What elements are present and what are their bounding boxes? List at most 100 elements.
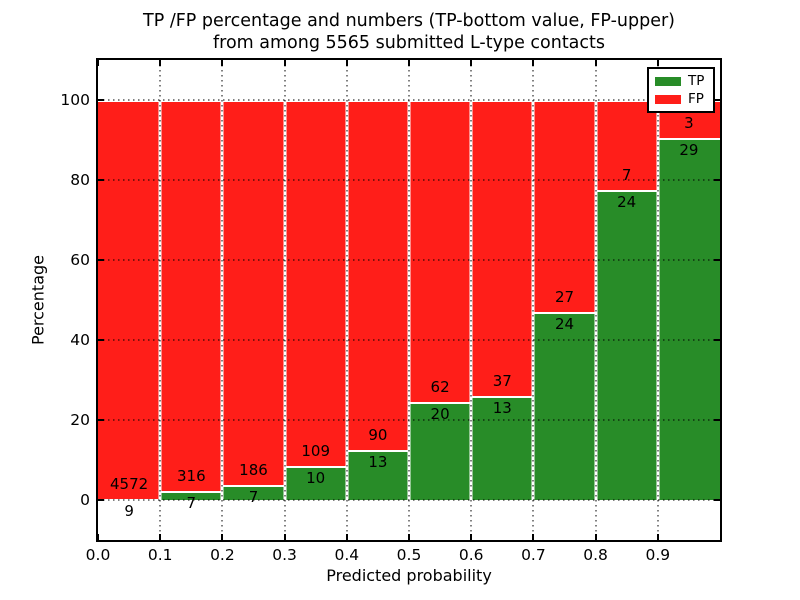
tp-count-label: 7 xyxy=(186,494,197,513)
fp-count-label: 37 xyxy=(492,372,512,390)
horizontal-gridline xyxy=(98,259,720,261)
horizontal-gridline xyxy=(98,419,720,421)
y-tick-mark-right xyxy=(714,419,720,421)
chart-title-line2: from among 5565 submitted L-type contact… xyxy=(212,33,606,53)
x-tick-label: 0.2 xyxy=(210,546,235,564)
x-tick-mark-top xyxy=(97,60,99,66)
x-axis-label: Predicted probability xyxy=(326,566,492,585)
y-tick-label: 40 xyxy=(70,331,90,349)
y-tick-label: 100 xyxy=(60,91,90,109)
tp-count-label: 20 xyxy=(430,405,450,424)
x-tick-mark xyxy=(97,534,99,540)
tp-bar-segment xyxy=(471,396,534,500)
vertical-gridline xyxy=(408,60,410,540)
fp-bar-segment xyxy=(595,100,658,191)
y-tick-label: 0 xyxy=(80,491,90,509)
x-tick-mark xyxy=(283,534,286,540)
tp-count-label: 7 xyxy=(248,488,259,507)
horizontal-gridline xyxy=(98,179,720,181)
tp-count-label: 29 xyxy=(679,140,699,159)
x-tick-label: 0.8 xyxy=(583,546,608,564)
fp-bar-segment xyxy=(98,100,161,500)
x-tick-mark xyxy=(408,534,410,540)
fp-bar-segment xyxy=(346,100,409,450)
y-tick-mark xyxy=(98,339,104,341)
y-tick-mark xyxy=(98,99,104,101)
x-tick-label: 0.1 xyxy=(147,546,173,564)
x-tick-label: 0.6 xyxy=(458,546,484,564)
x-tick-label: 0.9 xyxy=(645,546,671,564)
legend-entry-tp: TP xyxy=(655,74,707,88)
y-tick-mark xyxy=(98,499,104,501)
legend-entry-fp: FP xyxy=(655,92,707,106)
tp-count-label: 24 xyxy=(617,193,637,212)
fp-count-label: 3 xyxy=(684,113,694,132)
y-tick-mark-right xyxy=(714,259,720,261)
x-tick-mark xyxy=(345,534,348,540)
fp-bar-segment xyxy=(160,100,223,492)
y-tick-mark-right xyxy=(714,499,720,501)
horizontal-gridline xyxy=(98,339,720,341)
legend-swatch-fp xyxy=(655,94,681,104)
fp-count-label: 316 xyxy=(176,467,206,486)
tp-bar-segment xyxy=(160,491,223,500)
x-tick-label: 0.3 xyxy=(272,546,297,564)
y-tick-mark-right xyxy=(714,339,720,341)
tp-bar-segment xyxy=(409,402,472,500)
vertical-gridline xyxy=(159,60,161,540)
x-tick-mark-top xyxy=(470,60,473,66)
fp-count-label: 27 xyxy=(554,287,575,306)
vertical-gridline xyxy=(221,60,223,540)
x-tick-mark xyxy=(532,534,535,540)
x-tick-mark xyxy=(159,534,162,540)
horizontal-gridline xyxy=(98,99,720,101)
legend-swatch-tp xyxy=(655,76,681,86)
fp-bar-segment xyxy=(284,100,347,467)
x-tick-mark-top xyxy=(159,60,162,66)
y-tick-label: 20 xyxy=(70,411,90,429)
x-tick-label: 0.7 xyxy=(521,546,546,564)
vertical-gridline xyxy=(346,60,348,540)
y-axis-label: Percentage xyxy=(28,254,48,346)
y-tick-mark-right xyxy=(714,179,720,181)
chart-title-line1: TP /FP percentage and numbers (TP-bottom… xyxy=(143,11,675,31)
vertical-gridline xyxy=(595,60,597,540)
y-tick-mark xyxy=(98,259,104,261)
x-tick-label: 0.0 xyxy=(85,546,111,564)
y-tick-mark xyxy=(98,419,104,421)
tp-count-label: 13 xyxy=(368,452,388,471)
plot-area: 4572 9 316 7 186 7 109 10 90 13 62 20 37 13 27 24 7 24 3 29… xyxy=(60,58,722,564)
x-tick-mark-top xyxy=(656,60,659,66)
x-tick-mark xyxy=(470,534,473,540)
tp-bar-segment xyxy=(595,190,658,500)
x-tick-mark-top xyxy=(283,60,286,66)
fp-count-label: 4572 xyxy=(110,475,149,494)
x-tick-mark xyxy=(221,534,224,540)
tp-bar-segment xyxy=(533,311,596,500)
y-tick-mark xyxy=(98,179,104,181)
x-tick-mark-top xyxy=(221,60,224,66)
x-tick-mark-top xyxy=(408,60,410,66)
tp-bar-segment xyxy=(657,137,720,500)
x-tick-label: 0.5 xyxy=(396,546,422,564)
x-tick-mark-top xyxy=(594,60,597,66)
tp-count-label: 24 xyxy=(554,314,575,333)
fp-count-label: 109 xyxy=(301,442,331,461)
vertical-gridline xyxy=(284,60,286,540)
horizontal-gridline xyxy=(98,499,720,501)
tp-count-label: 13 xyxy=(492,399,512,417)
tp-bar-segment xyxy=(346,449,409,500)
x-tick-mark xyxy=(594,534,597,540)
fp-count-label: 62 xyxy=(430,378,450,397)
tp-count-label: 10 xyxy=(306,469,326,488)
legend: TP FP xyxy=(647,67,715,113)
x-tick-mark-top xyxy=(532,60,535,66)
fp-count-label: 7 xyxy=(621,166,632,185)
y-tick-mark-right xyxy=(714,99,720,101)
fp-bar-segment xyxy=(409,100,472,403)
x-tick-mark xyxy=(656,534,659,540)
vertical-gridline xyxy=(470,60,472,540)
tp-bar-segment xyxy=(222,485,285,500)
fp-bar-segment xyxy=(471,100,534,396)
